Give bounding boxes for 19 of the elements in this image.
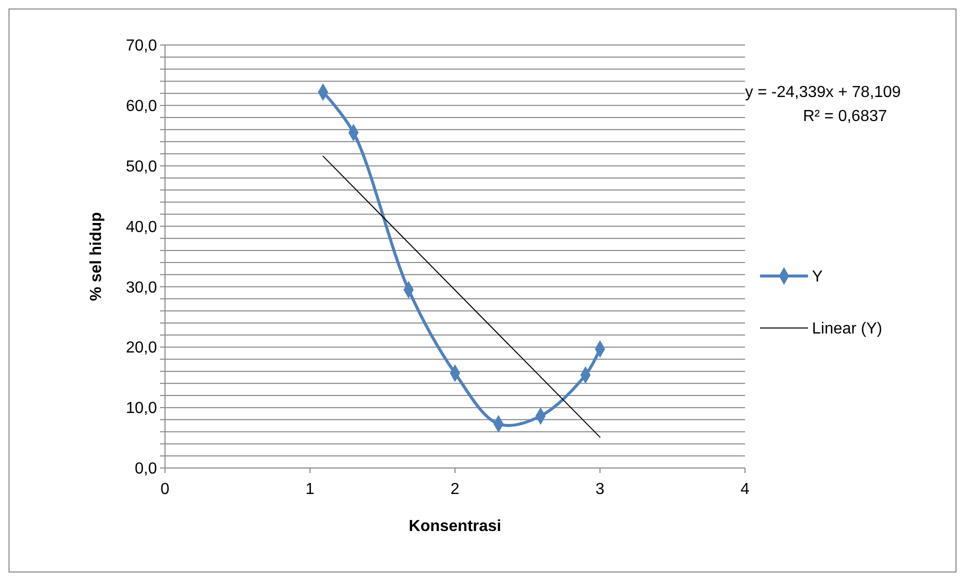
legend-label: Linear (Y)	[812, 320, 882, 338]
y-tick-label: 20,0	[126, 340, 158, 357]
x-tick-label: 3	[596, 481, 605, 498]
text: y = -24,339x + 78,109	[745, 84, 901, 101]
x-tick-label: 4	[740, 481, 750, 498]
x-axis-title: Konsentrasi	[408, 518, 502, 535]
y-tick-label: 40,0	[126, 218, 158, 236]
y-tick-label: 30,0	[126, 279, 158, 296]
text: R² = 0,6837	[802, 108, 888, 125]
x-tick-label: 0	[160, 481, 170, 498]
y-tick-label: 10,0	[126, 400, 158, 418]
x-tick-label: 2	[450, 481, 460, 498]
y-tick-label: 60,0	[126, 98, 158, 116]
x-tick-label: 1	[306, 481, 315, 498]
legend-label: Y	[812, 268, 823, 286]
y-axis-title: % sel hidup	[88, 212, 105, 301]
y-tick-label: 0,0	[134, 460, 158, 478]
y-tick-label: 50,0	[126, 158, 158, 176]
y-tick-label: 70,0	[126, 38, 158, 55]
